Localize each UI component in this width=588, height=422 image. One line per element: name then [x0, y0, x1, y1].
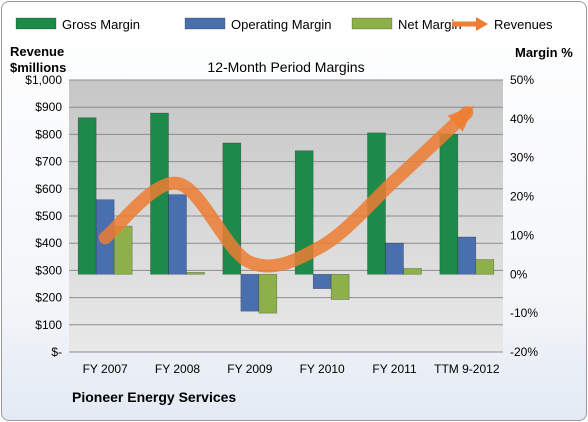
bar-gross-margin: [294, 150, 314, 275]
legend-swatch: [184, 17, 226, 30]
bar-net-margin: [330, 273, 350, 300]
right-tick-label: 10%: [510, 228, 534, 242]
bar-operating-margin: [457, 236, 477, 275]
bar-operating-margin: [312, 273, 332, 289]
right-tick-label: 50%: [510, 73, 534, 87]
legend-item-gross-margin: Gross Margin: [15, 17, 140, 32]
x-tick-label: FY 2011: [372, 362, 417, 376]
left-tick-label: $200: [35, 291, 62, 305]
revenue-line: [98, 106, 474, 273]
bar-operating-margin: [385, 242, 404, 275]
x-tick-label: TTM 9-2012: [434, 362, 500, 376]
x-tick-label: FY 2009: [227, 362, 272, 376]
legend: Gross Margin Operating Margin Net Margin Re…: [15, 17, 553, 32]
x-axis-ticks: FY 2007 FY 2008 FY 2009 FY 2010 FY 2011 TTM 9…: [83, 362, 500, 376]
right-tick-label: 20%: [510, 190, 534, 204]
bar-net-margin: [258, 273, 278, 314]
legend-swatch: [351, 17, 393, 30]
legend-item-revenues: Revenues: [452, 17, 553, 32]
right-axis-ticks: -20% -10% 0% 10% 20% 30% 40% 50%: [510, 73, 538, 359]
revenue-arrowhead: [447, 105, 475, 132]
x-tick-label: FY 2008: [155, 362, 200, 376]
bar-operating-margin: [168, 194, 187, 275]
legend-label: Revenues: [494, 17, 553, 32]
left-tick-label: $1,000: [25, 73, 62, 87]
revenue-line-series: [98, 105, 475, 273]
left-axis-title-line2: $millions: [10, 60, 66, 75]
legend-label: Gross Margin: [62, 17, 140, 32]
x-tick-label: FY 2010: [300, 362, 345, 376]
legend-item-operating-margin: Operating Margin: [184, 17, 331, 32]
right-tick-label: -10%: [510, 306, 538, 320]
legend-swatch: [15, 17, 57, 30]
right-tick-label: 30%: [510, 151, 534, 165]
bar-gross-margin: [439, 133, 459, 275]
right-tick-label: 0%: [510, 267, 528, 281]
bar-net-margin: [186, 272, 205, 275]
right-tick-label: 40%: [510, 112, 534, 126]
left-axis-ticks: $- $100 $200 $300 $400 $500 $600 $700 $800 $900 $1…: [25, 73, 62, 359]
legend-label: Net Margin: [398, 17, 462, 32]
left-tick-label: $100: [35, 318, 62, 332]
left-tick-label: $400: [35, 236, 62, 250]
chart-title: 12-Month Period Margins: [207, 59, 364, 75]
left-tick-label: $600: [35, 182, 62, 196]
left-axis-title-line1: Revenue: [10, 44, 64, 59]
bar-operating-margin: [240, 273, 260, 312]
bar-gross-margin: [77, 117, 97, 275]
x-tick-label: FY 2007: [83, 362, 128, 376]
left-tick-label: $800: [35, 127, 62, 141]
legend-label: Operating Margin: [231, 17, 331, 32]
bar-net-margin: [403, 268, 422, 275]
gridlines: [69, 79, 503, 353]
right-axis-title: Margin %: [515, 45, 573, 60]
left-tick-label: $700: [35, 155, 62, 169]
left-tick-label: $-: [51, 345, 62, 359]
legend-swatch-arrow: [476, 17, 488, 31]
left-tick-label: $300: [35, 263, 62, 277]
left-tick-label: $900: [35, 100, 62, 114]
right-tick-label: -20%: [510, 345, 538, 359]
left-tick-label: $500: [35, 209, 62, 223]
bar-net-margin: [475, 259, 495, 275]
legend-item-net-margin: Net Margin: [351, 17, 462, 32]
footer-company-name: Pioneer Energy Services: [72, 389, 236, 405]
